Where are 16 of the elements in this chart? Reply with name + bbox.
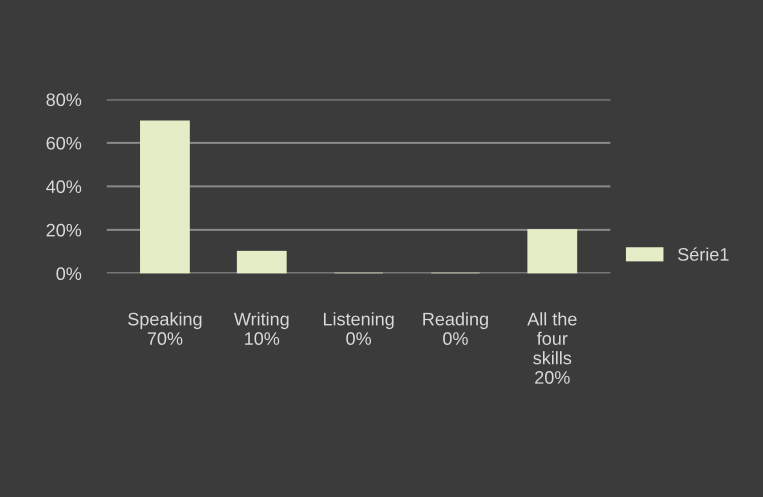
y-tick-label: 60%	[46, 136, 82, 150]
y-tick-label: 0%	[56, 267, 82, 280]
y-tick-label: 20%	[46, 224, 82, 237]
text: 0%	[443, 332, 468, 345]
x-tick-label: Listening	[324, 312, 394, 330]
y-tick-label: 80%	[46, 93, 82, 106]
x-tick-label: Writing	[234, 312, 289, 330]
x-tick-label: Reading	[423, 312, 488, 330]
x-tick-label: All the four skills	[527, 312, 577, 364]
text: 70%	[148, 332, 182, 345]
y-tick-label: 40%	[46, 180, 82, 194]
legend-label: Série1	[678, 247, 729, 261]
text: 10%	[245, 332, 280, 345]
text: 20%	[535, 371, 570, 384]
text: 0%	[346, 332, 372, 345]
x-tick-label: Speaking	[128, 312, 202, 330]
